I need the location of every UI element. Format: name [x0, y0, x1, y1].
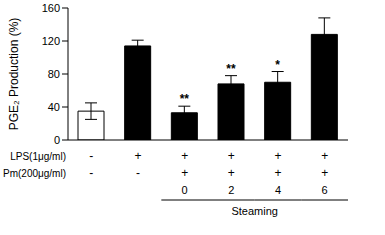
- svg-text:LPS(1μg/ml): LPS(1μg/ml): [10, 151, 66, 162]
- svg-text:Steaming: Steaming: [231, 205, 277, 217]
- svg-text:4: 4: [275, 184, 281, 196]
- svg-text:+: +: [274, 149, 281, 163]
- svg-text:Pm(200μg/ml): Pm(200μg/ml): [8, 168, 66, 179]
- svg-text:**: **: [226, 62, 236, 76]
- svg-text:+: +: [181, 166, 188, 180]
- svg-text:0: 0: [54, 134, 60, 146]
- svg-text:6: 6: [322, 184, 328, 196]
- svg-text:-: -: [89, 149, 93, 163]
- svg-text:40: 40: [48, 101, 60, 113]
- svg-text:120: 120: [42, 35, 60, 47]
- svg-text:-: -: [89, 166, 93, 180]
- svg-text:0: 0: [182, 184, 188, 196]
- svg-text:PGE₂ Production (%): PGE₂ Production (%): [8, 18, 21, 131]
- svg-text:+: +: [321, 166, 328, 180]
- svg-text:-: -: [136, 166, 140, 180]
- svg-text:+: +: [274, 166, 281, 180]
- svg-text:+: +: [134, 149, 141, 163]
- svg-text:2: 2: [228, 184, 234, 196]
- svg-text:+: +: [228, 149, 235, 163]
- svg-text:+: +: [181, 149, 188, 163]
- svg-text:*: *: [275, 58, 280, 72]
- svg-text:160: 160: [42, 2, 60, 14]
- svg-text:+: +: [228, 166, 235, 180]
- svg-text:80: 80: [48, 68, 60, 80]
- svg-text:**: **: [180, 92, 190, 106]
- svg-text:+: +: [321, 149, 328, 163]
